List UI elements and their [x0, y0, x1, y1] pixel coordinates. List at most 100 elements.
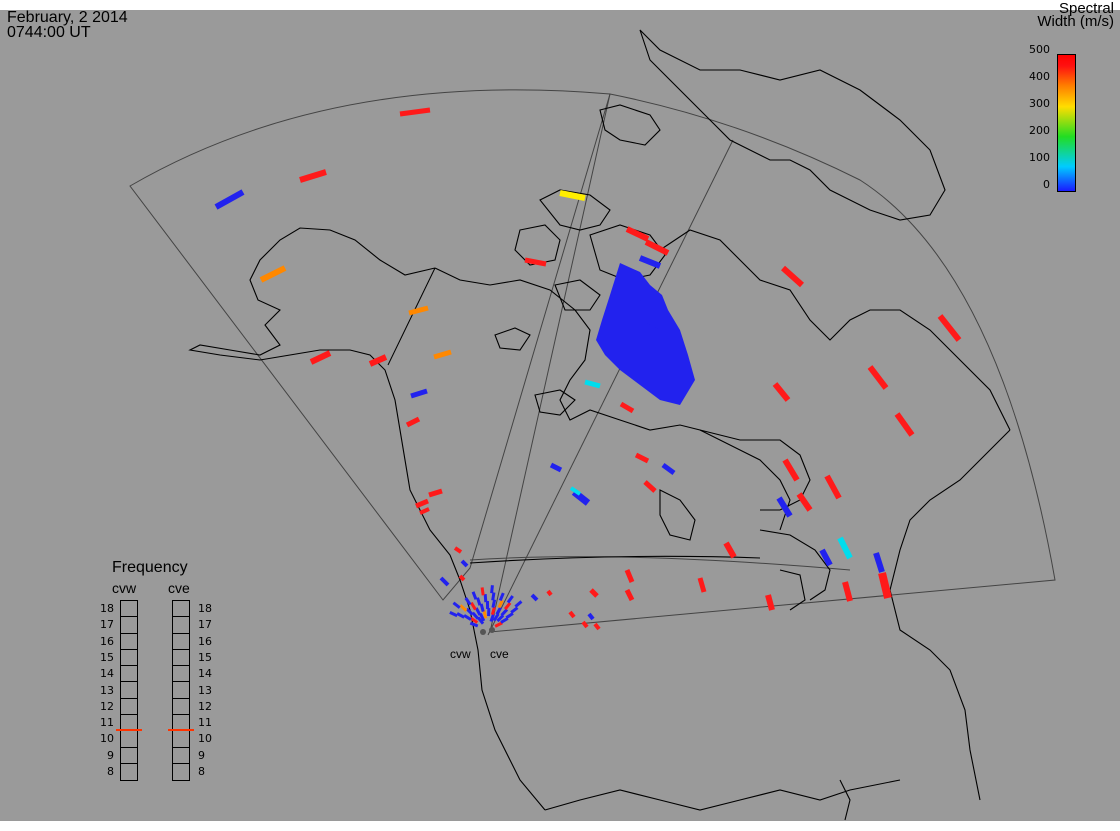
backscatter-segment	[870, 367, 886, 388]
backscatter-segment	[897, 414, 912, 435]
frequency-level-label: 12	[98, 700, 114, 713]
backscatter-segment	[471, 603, 475, 610]
frequency-cell	[173, 682, 189, 698]
backscatter-segment	[585, 382, 600, 386]
backscatter-segment	[726, 543, 734, 557]
frequency-level-label: 13	[198, 684, 214, 697]
backscatter-segment	[589, 614, 593, 619]
backscatter-segment	[570, 612, 574, 617]
frequency-level-label: 14	[198, 667, 214, 680]
backscatter-segment	[548, 591, 551, 595]
frequency-level-label: 9	[98, 749, 114, 762]
frequency-cell	[121, 748, 137, 764]
backscatter-segment	[457, 614, 464, 618]
backscatter-segment	[482, 587, 483, 595]
backscatter-segment	[882, 573, 888, 598]
backscatter-segment	[595, 624, 599, 629]
backscatter-segment	[663, 465, 674, 473]
backscatter-segment	[532, 595, 537, 600]
colorbar	[1057, 54, 1076, 192]
frequency-level-label: 11	[98, 716, 114, 729]
backscatter-segment	[477, 598, 479, 606]
frequency-cell	[173, 699, 189, 715]
backscatter-segment	[876, 553, 882, 572]
frequency-cell	[173, 634, 189, 650]
frequency-cell	[121, 650, 137, 666]
backscatter-segment	[476, 608, 480, 615]
frequency-level-label: 16	[198, 635, 214, 648]
frequency-title: Frequency	[112, 559, 188, 577]
backscatter-segment	[481, 604, 483, 612]
backscatter-segment	[700, 578, 704, 592]
frequency-level-label: 8	[198, 765, 214, 778]
backscatter-segment	[775, 384, 788, 400]
backscatter-segment	[627, 570, 632, 582]
backscatter-segment	[261, 268, 285, 280]
backscatter-segment	[636, 455, 648, 461]
colorbar-tick: 200	[1020, 124, 1050, 137]
backscatter-segment	[508, 596, 513, 602]
backscatter-segment	[505, 603, 510, 609]
backscatter-segment	[640, 258, 660, 266]
backscatter-segment	[827, 476, 839, 498]
backscatter-segment	[462, 561, 467, 566]
backscatter-segment	[493, 592, 494, 600]
backscatter-segment	[416, 501, 428, 506]
backscatter-segment	[515, 601, 521, 606]
radar-backscatter	[216, 110, 959, 629]
backscatter-segment	[621, 404, 633, 411]
backscatter-segment	[506, 613, 513, 617]
frequency-marker-cve	[168, 729, 194, 731]
field-of-view-cve	[470, 94, 1055, 635]
backscatter-segment	[768, 595, 772, 610]
frequency-marker-cvw	[116, 729, 142, 731]
backscatter-segment	[491, 614, 494, 622]
frequency-level-label: 18	[98, 602, 114, 615]
frequency-level-label: 16	[98, 635, 114, 648]
backscatter-segment	[822, 550, 830, 565]
backscatter-segment	[940, 316, 959, 340]
backscatter-segment	[502, 609, 507, 615]
backscatter-segment	[473, 592, 476, 599]
map-svg	[0, 10, 1120, 821]
backscatter-segment	[551, 465, 561, 470]
backscatter-segment	[845, 582, 850, 601]
backscatter-segment	[400, 110, 430, 114]
backscatter-segment	[441, 578, 448, 585]
backscatter-patch	[596, 263, 695, 405]
backscatter-segment	[216, 192, 243, 207]
backscatter-segment	[300, 172, 326, 180]
frequency-cell	[121, 764, 137, 780]
backscatter-segment	[409, 308, 428, 313]
frequency-level-label: 17	[98, 618, 114, 631]
backscatter-segment	[484, 610, 486, 618]
alaska-canada-border	[388, 268, 435, 365]
backscatter-segment	[453, 603, 459, 608]
colorbar-tick: 0	[1020, 178, 1050, 191]
backscatter-segment	[500, 593, 503, 600]
date-label: February, 2 2014	[7, 10, 128, 25]
frequency-cell	[173, 666, 189, 682]
frequency-station-cve: cve	[168, 580, 190, 596]
backscatter-segment	[840, 538, 850, 558]
colorbar-tick: 500	[1020, 43, 1050, 56]
coastlines	[190, 30, 1010, 820]
frequency-level-label: 10	[98, 732, 114, 745]
backscatter-segment	[785, 460, 797, 480]
colorbar-title-line2: Width (m/s)	[1037, 13, 1114, 30]
backscatter-segment	[591, 590, 597, 596]
backscatter-segment	[311, 353, 330, 362]
map-canvas: February, 2 2014 0744:00 UT Spectral Wid…	[0, 10, 1120, 821]
frequency-level-label: 13	[98, 684, 114, 697]
frequency-scale-cve	[172, 600, 190, 781]
frequency-station-cvw: cvw	[112, 580, 136, 596]
backscatter-segment	[493, 600, 495, 608]
radar-site-cve-marker	[489, 627, 495, 633]
frequency-cell	[173, 617, 189, 633]
radar-site-cve-label: cve	[490, 647, 509, 661]
backscatter-segment	[464, 615, 471, 619]
frequency-level-label: 18	[198, 602, 214, 615]
frequency-level-label: 9	[198, 749, 214, 762]
frequency-level-label: 15	[198, 651, 214, 664]
frequency-level-label: 14	[98, 667, 114, 680]
